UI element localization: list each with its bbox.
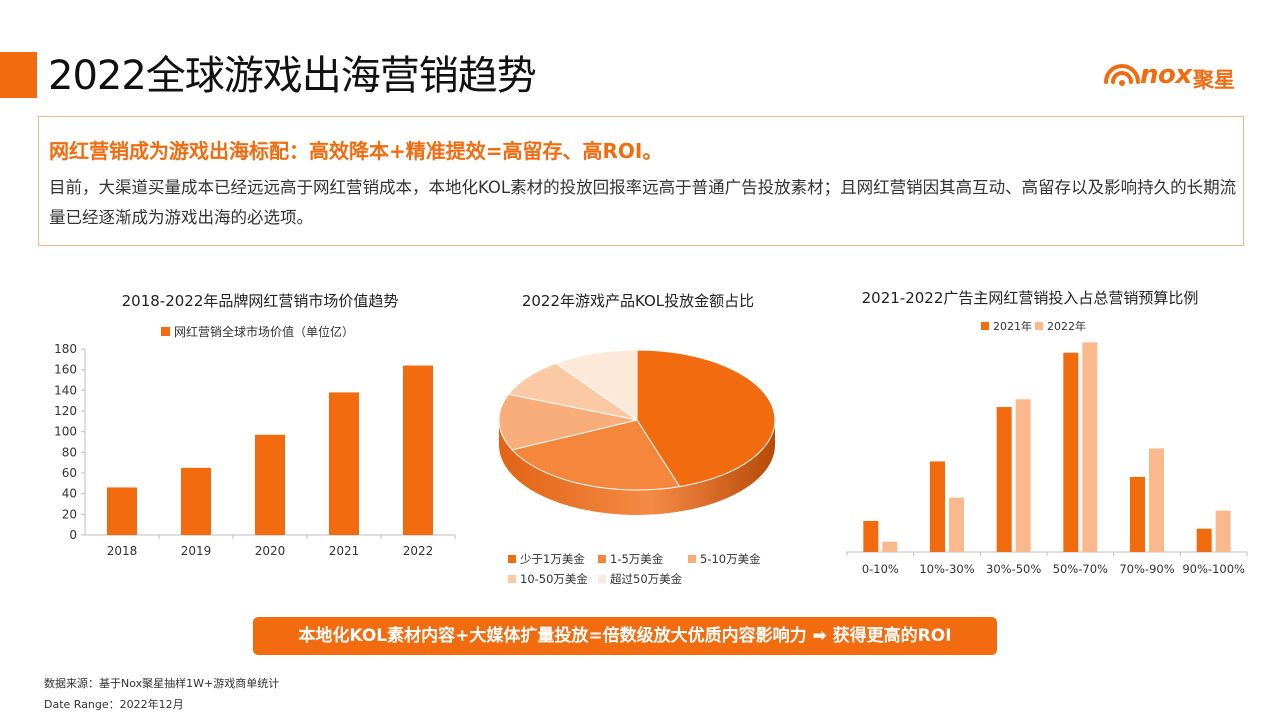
date-range-note: Date Range：2022年12月 bbox=[44, 698, 184, 711]
summary-body: 目前，大渠道买量成本已经远远高于网红营销成本，本地化KOL素材的投放回报率远高于… bbox=[49, 178, 1237, 227]
bar bbox=[403, 365, 433, 535]
data-source-note: 数据来源：基于Nox聚星抽样1W+游戏商单统计 bbox=[44, 677, 280, 690]
x-tick-label: 50%-70% bbox=[1053, 562, 1108, 576]
x-tick-label: 70%-90% bbox=[1119, 562, 1174, 576]
bar bbox=[882, 541, 898, 552]
budget-ratio-bar-chart: 0-10% 10%-30% 30%-50% 50%-70% 70%-90% 90%-100… bbox=[846, 319, 1248, 576]
x-tick-label: 2020 bbox=[255, 544, 286, 558]
x-tick-label: 2018 bbox=[107, 544, 138, 558]
legend-swatch bbox=[1035, 322, 1043, 330]
y-tick-label: 140 bbox=[54, 383, 77, 397]
bar bbox=[255, 434, 285, 535]
bar bbox=[1215, 510, 1231, 552]
bar bbox=[1130, 476, 1145, 552]
bar bbox=[329, 392, 359, 535]
signal-icon bbox=[1104, 64, 1140, 86]
y-tick-label: 100 bbox=[54, 425, 77, 439]
legend-label: 网红营销全球市场价值（单位亿） bbox=[174, 324, 354, 339]
legend-label: 1-5万美金 bbox=[610, 552, 664, 566]
x-tick-label: 2019 bbox=[181, 544, 212, 558]
legend-swatch bbox=[161, 327, 170, 336]
legend-label: 10-50万美金 bbox=[520, 572, 588, 586]
legend-swatch bbox=[598, 575, 606, 583]
nox-logo: nox 聚星 bbox=[1100, 52, 1250, 98]
logo-cn-text: 聚星 bbox=[1193, 68, 1235, 92]
y-tick-label: 20 bbox=[62, 507, 77, 521]
legend-label: 5-10万美金 bbox=[700, 552, 761, 566]
y-tick-label: 80 bbox=[62, 445, 77, 459]
bar bbox=[863, 520, 879, 552]
bar bbox=[1015, 399, 1031, 552]
legend-swatch bbox=[981, 322, 989, 330]
x-tick-label: 2021 bbox=[329, 544, 360, 558]
x-tick-label: 90%-100% bbox=[1182, 562, 1245, 576]
legend-label: 2022年 bbox=[1047, 319, 1086, 333]
bar bbox=[1063, 352, 1079, 552]
bar bbox=[949, 497, 964, 552]
chart-title-market-value: 2018-2022年品牌网红营销市场价值趋势 bbox=[121, 292, 399, 310]
bar bbox=[1082, 342, 1098, 552]
pie-slice bbox=[636, 349, 776, 488]
bar bbox=[1149, 448, 1164, 552]
bar bbox=[1196, 528, 1212, 552]
cta-banner: 本地化KOL素材内容+大媒体扩量投放=倍数级放大优质内容影响力 ➡ 获得更高的R… bbox=[253, 617, 997, 655]
page-title: 2022全球游戏出海营销趋势 bbox=[48, 53, 537, 99]
y-tick-label: 120 bbox=[54, 404, 77, 418]
chart-title-kol-spend: 2022年游戏产品KOL投放金额占比 bbox=[521, 292, 755, 310]
pie-side-wall bbox=[499, 420, 775, 515]
x-tick-label: 2022 bbox=[403, 544, 434, 558]
legend-swatch bbox=[688, 555, 696, 563]
legend-label: 2021年 bbox=[993, 319, 1032, 333]
legend-label: 超过50万美金 bbox=[610, 572, 683, 586]
bar bbox=[996, 407, 1012, 552]
title-accent-bar bbox=[0, 52, 37, 98]
bar bbox=[181, 467, 211, 535]
x-tick-label: 0-10% bbox=[862, 562, 899, 576]
y-tick-label: 40 bbox=[62, 487, 77, 501]
y-tick-label: 60 bbox=[62, 466, 77, 480]
chart-title-budget-ratio: 2021-2022广告主网红营销投入占总营销预算比例 bbox=[861, 289, 1199, 307]
x-tick-label: 30%-50% bbox=[986, 562, 1041, 576]
legend-swatch bbox=[508, 555, 516, 563]
legend-label: 少于1万美金 bbox=[520, 552, 585, 566]
market-value-bar-chart: 0 20 40 60 80 100 120 140 160 180 2018 2019 2020 2021… bbox=[54, 324, 456, 558]
logo-brand-text: nox bbox=[1140, 60, 1192, 90]
pie-slice bbox=[554, 349, 638, 421]
bar bbox=[107, 487, 137, 535]
pie-slice bbox=[511, 419, 681, 491]
x-tick-label: 10%-30% bbox=[919, 562, 974, 576]
y-tick-label: 180 bbox=[54, 342, 77, 356]
kol-spend-pie-chart: 少于1万美金 1-5万美金 5-10万美金 10-50万美金 超过50万美金 bbox=[498, 349, 776, 586]
y-tick-label: 160 bbox=[54, 363, 77, 377]
y-tick-label: 0 bbox=[69, 528, 77, 542]
legend-swatch bbox=[598, 555, 606, 563]
bar bbox=[930, 461, 945, 552]
summary-box: 网红营销成为游戏出海标配：高效降本+精准提效=高留存、高ROI。 目前，大渠道买… bbox=[38, 116, 1244, 246]
legend-swatch bbox=[508, 575, 516, 583]
summary-headline: 网红营销成为游戏出海标配：高效降本+精准提效=高留存、高ROI。 bbox=[49, 139, 663, 163]
pie-slice bbox=[498, 393, 638, 451]
